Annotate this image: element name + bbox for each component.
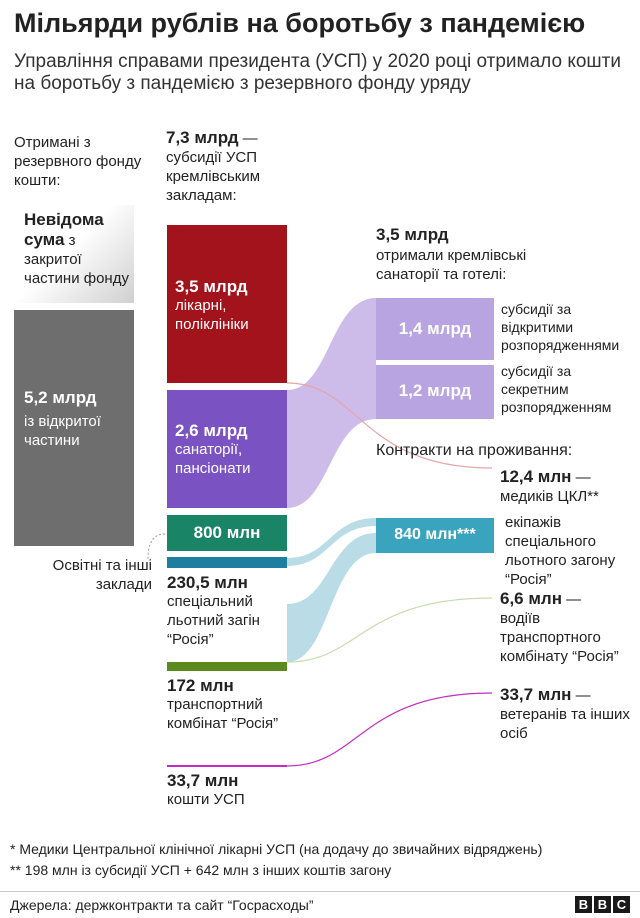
secret-order-bar xyxy=(376,365,494,419)
flight-unit-value: 230,5 млн xyxy=(167,573,248,592)
secret-order-label: субсидії за секретним розпорядженням xyxy=(501,363,612,415)
usp-bar xyxy=(167,765,287,767)
sanatoria-hotels-text: отримали кремлівські санаторії та готелі… xyxy=(376,247,527,283)
education-bar xyxy=(167,515,287,551)
hospitals-label: 3,5 млрд лікарні, поліклініки xyxy=(175,277,285,334)
bbc-logo-letter-3: C xyxy=(613,896,630,913)
contract-medics-value: 12,4 млн xyxy=(500,467,572,486)
open-orders-value: 1,4 млрд xyxy=(398,319,472,338)
education-dotted-leader xyxy=(147,533,166,561)
flight-unit-bar xyxy=(167,557,287,568)
contract-veterans-value: 33,7 млн xyxy=(500,685,572,704)
secret-order-value: 1,2 млрд xyxy=(398,381,472,400)
open-source-value: 5,2 млрд xyxy=(24,388,97,407)
open-source-label: 5,2 млрд із відкритої частини xyxy=(24,388,132,450)
contract-veterans-label: 33,7 млн — ветеранів та інших осіб xyxy=(500,685,638,743)
allocations-dash: — xyxy=(242,130,258,147)
unknown-source-label: Невідома сума з закритої частини фонду xyxy=(24,210,134,288)
flow-education-to-contracts xyxy=(287,518,376,566)
contract-veterans-dash: — xyxy=(575,687,591,704)
flow-transport-to-drivers xyxy=(286,597,493,663)
flow-hospitals-to-medics xyxy=(286,382,493,469)
allocations-total: 7,3 млрд xyxy=(166,128,239,147)
usp-text: кошти УСП xyxy=(167,791,245,808)
sanatoria-value: 2,6 млрд xyxy=(175,421,248,440)
contract-crews-value: 840 млн*** xyxy=(394,526,476,543)
transport-label: 172 млн транспортний комбінат “Росія” xyxy=(167,676,292,733)
hospitals-value: 3,5 млрд xyxy=(175,277,248,296)
source-text: Джерела: держконтракти та сайт “Госрасхо… xyxy=(10,897,314,913)
unknown-source-bar xyxy=(14,205,134,303)
flow-flight-to-contracts xyxy=(287,533,376,662)
open-source-bar xyxy=(14,310,134,546)
contract-drivers-dash: — xyxy=(566,591,582,608)
bbc-logo-letter-1: B xyxy=(575,896,592,913)
education-value: 800 млн xyxy=(193,523,261,542)
sources-header: Отримані з резервного фонду кошти: xyxy=(14,134,142,189)
open-orders-bar xyxy=(376,298,494,360)
contract-crews-bar xyxy=(376,518,494,553)
allocations-header: 7,3 млрд — субсидії УСП кремлівським зак… xyxy=(166,128,316,205)
sanatoria-label: 2,6 млрд санаторії, пансіонати xyxy=(175,421,285,478)
usp-label: 33,7 млн кошти УСП xyxy=(167,771,292,809)
contract-veterans-text: ветеранів та інших осіб xyxy=(500,706,630,742)
contract-crews-label: екіпажів спеціального льотного загону “Р… xyxy=(505,514,616,588)
contract-medics-label: 12,4 млн — медиків ЦКЛ** xyxy=(500,467,638,506)
unknown-source-value: Невідома сума xyxy=(24,210,104,249)
source-divider xyxy=(0,891,640,892)
open-source-text: із відкритої частини xyxy=(24,413,101,449)
usp-value: 33,7 млн xyxy=(167,771,239,790)
contract-drivers-text: водіїв транспортного комбінату “Росія” xyxy=(500,610,619,665)
contract-drivers-label: 6,6 млн — водіїв транспортного комбінату… xyxy=(500,589,638,666)
transport-bar xyxy=(167,662,287,671)
footnote-1: * Медики Центральної клінічної лікарні У… xyxy=(10,841,543,857)
sanatoria-hotels-total: 3,5 млрд xyxy=(376,225,449,244)
transport-text: транспортний комбінат “Росія” xyxy=(167,696,279,732)
contract-medics-text: медиків ЦКЛ** xyxy=(500,488,599,505)
sanatoria-bar xyxy=(167,390,287,508)
hospitals-bar xyxy=(167,225,287,383)
allocations-header-text: субсидії УСП кремлівським закладам: xyxy=(166,149,261,204)
flight-unit-label: 230,5 млн спеціальний льотний загін “Рос… xyxy=(167,573,292,649)
contracts-header: Контракти на проживання: xyxy=(376,442,573,459)
education-label: Освітні та інші заклади xyxy=(52,557,152,593)
unknown-source-text: з закритої частини фонду xyxy=(24,232,129,287)
flow-usp-to-veterans xyxy=(286,692,493,767)
open-orders-label: субсидії за відкритими розпорядженнями xyxy=(501,301,620,353)
page-title: Мільярди рублів на боротьбу з пандемією xyxy=(14,8,586,38)
page-subtitle: Управління справами президента (УСП) у 2… xyxy=(14,51,621,94)
sanatoria-hotels-header: 3,5 млрд отримали кремлівські санаторії … xyxy=(376,225,566,284)
hospitals-text: лікарні, поліклініки xyxy=(175,297,249,333)
flight-unit-text: спеціальний льотний загін “Росія” xyxy=(167,593,260,648)
transport-value: 172 млн xyxy=(167,676,234,695)
contract-medics-dash: — xyxy=(575,469,591,486)
footnote-2: ** 198 млн із субсидії УСП + 642 млн з і… xyxy=(10,862,392,878)
flow-sanatoria-to-hotels xyxy=(287,298,376,508)
sanatoria-text: санаторії, пансіонати xyxy=(175,441,251,477)
bbc-logo-letter-2: B xyxy=(594,896,611,913)
contract-drivers-value: 6,6 млн xyxy=(500,589,562,608)
